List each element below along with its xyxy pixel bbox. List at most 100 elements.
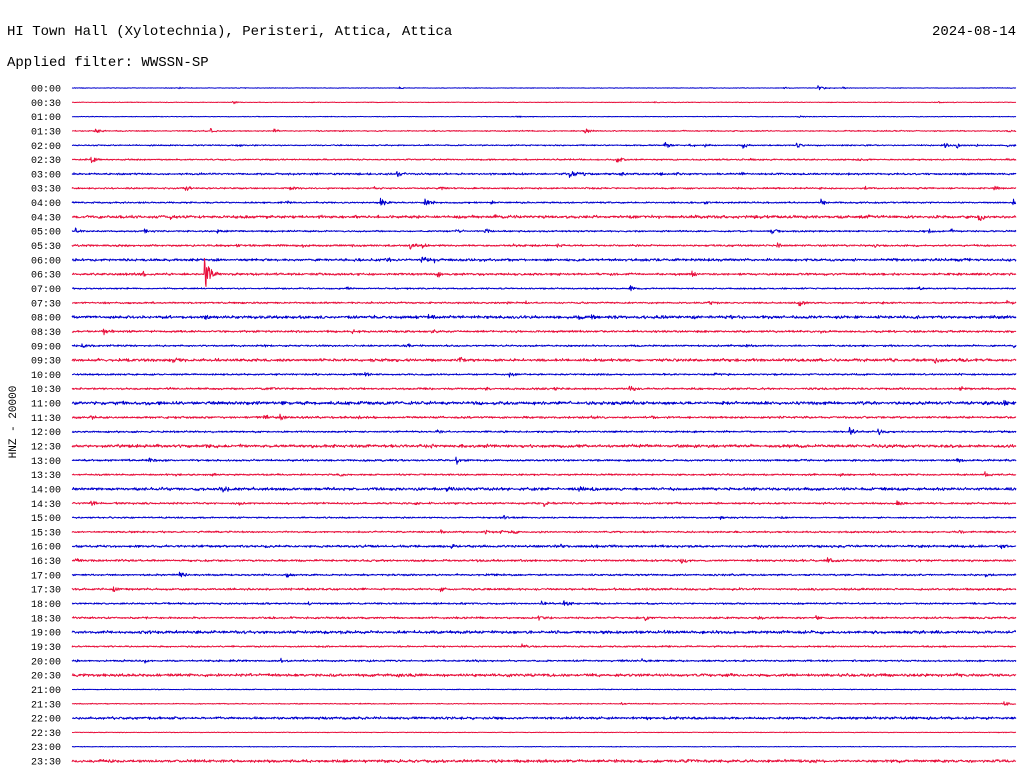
time-label-06-00: 06:00 — [31, 256, 61, 267]
time-label-00-00: 00:00 — [31, 85, 61, 96]
trace-11-30 — [71, 413, 1017, 421]
trace-rows: 00:00 00:30 01:00 01:30 02:00 02:30 03:00 03:30… — [31, 85, 1017, 769]
trace-row-23-30: 23:30 — [31, 758, 1017, 769]
time-label-09-00: 09:00 — [31, 342, 61, 353]
time-label-01-30: 01:30 — [31, 128, 61, 139]
time-label-05-00: 05:00 — [31, 228, 61, 239]
trace-row-17-00: 17:00 — [31, 571, 1017, 582]
time-label-00-30: 00:30 — [31, 99, 61, 110]
trace-row-11-00: 11:00 — [31, 399, 1017, 411]
time-label-06-30: 06:30 — [31, 271, 61, 282]
time-label-08-30: 08:30 — [31, 328, 61, 339]
trace-17-30 — [71, 586, 1017, 593]
trace-02-00 — [71, 141, 1017, 149]
trace-03-00 — [71, 171, 1017, 178]
trace-10-30 — [71, 385, 1017, 392]
trace-09-30 — [71, 356, 1017, 364]
trace-row-02-30: 02:30 — [31, 156, 1017, 167]
trace-row-01-30: 01:30 — [31, 128, 1017, 139]
time-label-22-00: 22:00 — [31, 715, 61, 726]
trace-row-00-00: 00:00 — [31, 85, 1017, 96]
station-title: HI Town Hall (Xylotechnia), Peristeri, A… — [7, 24, 452, 40]
trace-row-06-30: 06:30 — [31, 257, 1017, 287]
time-label-19-30: 19:30 — [31, 643, 61, 654]
time-label-02-00: 02:00 — [31, 142, 61, 153]
filter-label: Applied filter: WWSSN-SP — [7, 55, 209, 71]
trace-row-09-30: 09:30 — [31, 356, 1017, 368]
trace-15-30 — [71, 529, 1017, 535]
trace-21-30 — [71, 701, 1017, 706]
time-label-13-00: 13:00 — [31, 457, 61, 468]
trace-09-00 — [71, 343, 1017, 349]
trace-row-12-00: 12:00 — [31, 426, 1017, 439]
trace-row-10-30: 10:30 — [31, 385, 1017, 396]
time-label-07-00: 07:00 — [31, 285, 61, 296]
time-label-09-30: 09:30 — [31, 357, 61, 368]
trace-row-12-30: 12:30 — [31, 443, 1017, 454]
time-label-11-00: 11:00 — [31, 400, 61, 411]
time-label-17-30: 17:30 — [31, 586, 61, 597]
time-label-15-00: 15:00 — [31, 514, 61, 525]
trace-12-30 — [71, 443, 1017, 449]
time-label-08-00: 08:00 — [31, 314, 61, 325]
time-label-03-30: 03:30 — [31, 185, 61, 196]
trace-row-11-30: 11:30 — [31, 413, 1017, 425]
time-label-21-00: 21:00 — [31, 686, 61, 697]
trace-row-06-00: 06:00 — [31, 256, 1017, 267]
trace-row-00-30: 00:30 — [31, 99, 1017, 110]
time-label-03-00: 03:00 — [31, 170, 61, 181]
time-label-23-00: 23:00 — [31, 743, 61, 754]
time-label-14-30: 14:30 — [31, 500, 61, 511]
trace-row-18-00: 18:00 — [31, 600, 1017, 611]
time-label-22-30: 22:30 — [31, 729, 61, 740]
trace-row-16-30: 16:30 — [31, 557, 1017, 568]
time-label-19-00: 19:00 — [31, 629, 61, 640]
trace-row-15-30: 15:30 — [31, 528, 1017, 539]
trace-15-00 — [71, 514, 1017, 521]
time-label-21-30: 21:30 — [31, 700, 61, 711]
trace-row-09-00: 09:00 — [31, 342, 1017, 353]
trace-10-00 — [71, 371, 1017, 378]
trace-22-00 — [71, 716, 1017, 721]
trace-22-30 — [71, 731, 1017, 734]
time-label-18-00: 18:00 — [31, 600, 61, 611]
time-label-02-30: 02:30 — [31, 156, 61, 167]
trace-13-30 — [71, 471, 1017, 477]
time-label-12-30: 12:30 — [31, 443, 61, 454]
trace-row-15-00: 15:00 — [31, 514, 1017, 525]
trace-11-00 — [71, 399, 1017, 406]
trace-row-19-00: 19:00 — [31, 629, 1017, 640]
time-label-07-30: 07:30 — [31, 299, 61, 310]
trace-row-19-30: 19:30 — [31, 643, 1017, 654]
trace-14-00 — [71, 486, 1017, 493]
trace-row-10-00: 10:00 — [31, 371, 1017, 382]
time-label-18-30: 18:30 — [31, 614, 61, 625]
trace-06-00 — [71, 256, 1017, 264]
trace-16-00 — [71, 543, 1017, 550]
time-label-14-00: 14:00 — [31, 486, 61, 497]
trace-row-01-00: 01:00 — [31, 113, 1017, 124]
trace-row-13-00: 13:00 — [31, 456, 1017, 468]
trace-row-20-00: 20:00 — [31, 657, 1017, 668]
trace-row-14-30: 14:30 — [31, 500, 1017, 511]
time-label-11-30: 11:30 — [31, 414, 61, 425]
trace-00-30 — [71, 100, 1017, 105]
trace-02-30 — [71, 156, 1017, 164]
trace-row-20-30: 20:30 — [31, 672, 1017, 683]
time-label-15-30: 15:30 — [31, 528, 61, 539]
plot-date: 2024-08-14 — [932, 24, 1016, 40]
y-axis-label: HNZ - 20000 — [8, 386, 20, 459]
trace-row-17-30: 17:30 — [31, 586, 1017, 597]
trace-row-05-30: 05:30 — [31, 242, 1017, 253]
trace-05-30 — [71, 242, 1017, 250]
trace-12-00 — [71, 426, 1017, 436]
trace-14-30 — [71, 500, 1017, 507]
trace-00-00 — [71, 85, 1017, 91]
trace-row-13-30: 13:30 — [31, 471, 1017, 482]
trace-row-21-30: 21:30 — [31, 700, 1017, 711]
trace-06-30 — [71, 257, 1017, 287]
trace-16-30 — [71, 557, 1017, 564]
time-label-10-00: 10:00 — [31, 371, 61, 382]
trace-21-00 — [71, 688, 1017, 691]
time-label-16-00: 16:00 — [31, 543, 61, 554]
